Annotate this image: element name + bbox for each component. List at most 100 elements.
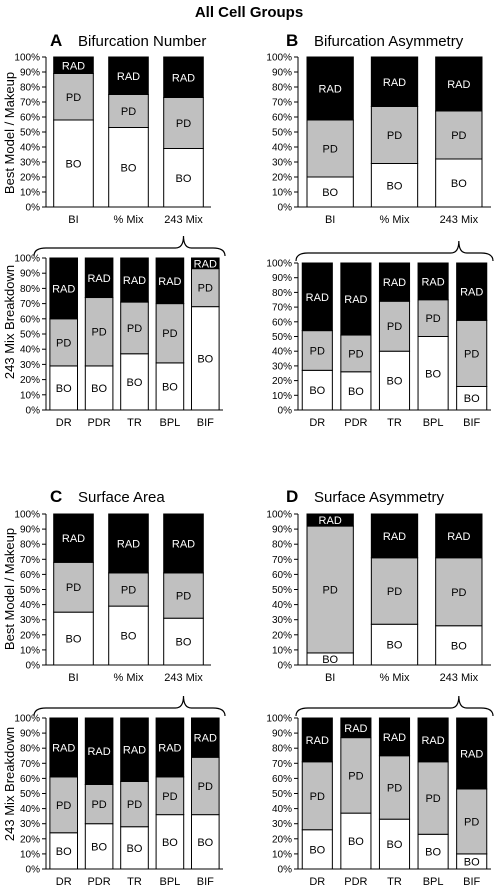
bar-segment-rad [120, 257, 149, 303]
segment-label: BO [348, 836, 364, 848]
x-tick-label: BIF [463, 876, 480, 888]
y-tick-label: 40% [272, 600, 292, 611]
y-tick-label: 60% [272, 570, 292, 581]
segment-label: BO [451, 178, 467, 190]
segment-label: BO [162, 837, 178, 849]
panel-letter: B [286, 31, 298, 50]
y-tick-label: 40% [272, 347, 292, 358]
x-tick-label: DR [309, 417, 325, 429]
bar-segment-rad [370, 56, 419, 107]
y-tick-label: 50% [272, 332, 292, 343]
segment-label: RAD [117, 538, 140, 550]
bar-segment-rad [306, 513, 354, 527]
y-tick-label: 100% [14, 510, 40, 521]
bar-segment-bo [120, 826, 149, 870]
x-tick-label: 243 Mix [164, 214, 203, 226]
segment-label: PD [451, 130, 466, 142]
y-tick-label: 0% [26, 661, 41, 672]
x-tick-label: PDR [87, 876, 110, 888]
y-tick-label: 90% [272, 729, 292, 740]
bar-segment-rad [53, 56, 94, 74]
panel-letter: C [50, 487, 62, 506]
bar-segment-rad [163, 56, 204, 98]
segment-label: BO [127, 843, 143, 855]
bar-segment-rad [120, 717, 149, 782]
segment-label: RAD [344, 723, 367, 735]
bar-segment-bo [435, 158, 483, 208]
y-tick-label: 70% [20, 759, 40, 770]
row-label-mix-top: 243 Mix Breakdown [2, 265, 17, 379]
bar-segment-rad [155, 717, 185, 778]
y-tick-label: 50% [20, 128, 40, 139]
bar-segment-pd [120, 780, 149, 828]
y-tick-label: 40% [20, 804, 40, 815]
x-tick-label: % Mix [380, 214, 410, 226]
bar-segment-pd [435, 557, 483, 627]
segment-label: PD [198, 283, 213, 295]
y-tick-label: 70% [272, 759, 292, 770]
y-tick-label: 10% [20, 849, 40, 860]
chart-panel-C-best: C Surface Area 0% 10% 20% 30% 40% 50% 60% 70% 80% 9… [14, 487, 211, 684]
segment-label: PD [198, 781, 213, 793]
segment-label: PD [387, 782, 402, 794]
segment-label: RAD [87, 273, 110, 285]
segment-label: BO [348, 386, 364, 398]
bar-segment-pd [435, 110, 483, 160]
y-tick-label: 60% [272, 774, 292, 785]
segment-label: BO [451, 640, 467, 652]
segment-label: BO [66, 634, 82, 646]
bar-segment-pd [456, 788, 488, 855]
x-tick-label: TR [127, 417, 142, 429]
segment-label: PD [66, 92, 81, 104]
y-tick-label: 70% [272, 98, 292, 109]
bar-segment-pd [378, 755, 411, 820]
x-tick-label: TR [387, 876, 402, 888]
segment-label: PD [66, 582, 81, 594]
segment-label: PD [464, 348, 479, 360]
bar-segment-rad [49, 257, 79, 320]
bar-segment-rad [378, 717, 411, 757]
y-tick-label: 20% [20, 173, 40, 184]
y-tick-label: 90% [272, 525, 292, 536]
bar-segment-pd [378, 300, 411, 352]
bar-segment-pd [53, 73, 94, 121]
bar-segment-rad [84, 717, 114, 785]
y-tick-label: 100% [266, 53, 292, 64]
segment-label: BO [56, 846, 72, 858]
chart-panel-D-best: D Surface Asymmetry 0% 10% 20% 30% 40% 50% 60% 70… [266, 487, 491, 684]
segment-label: BO [56, 383, 72, 395]
segment-label: BO [197, 837, 213, 849]
segment-label: RAD [421, 276, 444, 288]
segment-label: RAD [383, 531, 406, 543]
bar-segment-bo [370, 163, 419, 208]
segment-label: RAD [344, 294, 367, 306]
y-tick-label: 50% [20, 789, 40, 800]
chart-panel-A-mix: 0% 10% 20% 30% 40% 50% 60% 70% 80% 90% 100% BO PD RAD… [14, 235, 226, 429]
bar-segment-rad [435, 513, 483, 559]
bar-segment-bo [163, 617, 204, 666]
bar-segment-rad [301, 717, 333, 763]
y-tick-label: 50% [272, 585, 292, 596]
x-tick-label: PDR [344, 876, 367, 888]
segment-label: RAD [123, 745, 146, 757]
row-label-best-top: Best Model / Makeup [2, 72, 17, 194]
bar-segment-pd [163, 97, 204, 149]
bar-segment-bo [340, 371, 372, 411]
segment-label: BO [387, 180, 403, 192]
y-tick-label: 10% [20, 188, 40, 199]
segment-label: BO [464, 856, 480, 868]
bar-segment-rad [378, 262, 411, 302]
segment-label: PD [176, 591, 191, 603]
y-tick-label: 30% [272, 158, 292, 169]
bar-segment-bo [155, 814, 185, 870]
segment-label: PD [323, 585, 338, 597]
bar-segment-bo [435, 625, 483, 666]
bar-segment-pd [417, 299, 449, 337]
bar-segment-bo [49, 365, 79, 411]
segment-label: RAD [447, 79, 470, 91]
y-tick-label: 90% [20, 269, 40, 280]
figure-title: All Cell Groups [195, 4, 303, 21]
bar-segment-pd [163, 572, 204, 619]
segment-label: BO [425, 847, 441, 859]
y-tick-label: 90% [272, 68, 292, 79]
